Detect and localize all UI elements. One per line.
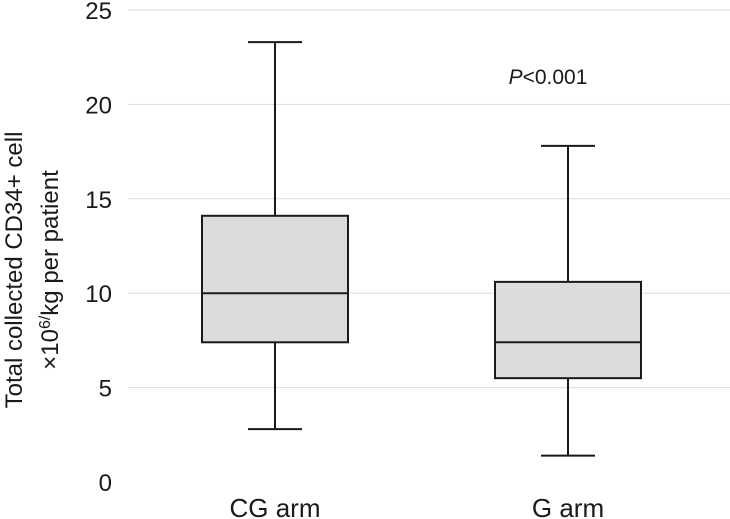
y-axis-title-prefix: ×10: [37, 329, 64, 370]
y-tick-label-20: 20: [85, 92, 112, 119]
p-value-letter: P: [509, 66, 523, 89]
boxes: [201, 41, 642, 457]
p-value-text: <0.001: [523, 66, 588, 89]
y-axis-title-line2: ×106/kg per patient: [37, 170, 65, 370]
y-axis-title-2: ×106/kg per patient: [37, 170, 65, 370]
y-tick-label-25: 25: [85, 0, 112, 25]
y-axis-ticks: 0 5 10 15 20 25: [85, 0, 112, 497]
y-axis-title: Total collected CD34+ cell: [1, 132, 28, 409]
p-value-annotation: P<0.001: [509, 66, 588, 89]
y-axis-title-exp: 6/: [37, 315, 54, 329]
y-axis-title-suffix: kg per patient: [37, 170, 64, 316]
y-tick-label-0: 0: [99, 470, 112, 497]
y-tick-label-5: 5: [99, 376, 112, 403]
x-axis-labels: CG arm G arm: [230, 493, 605, 519]
y-tick-label-15: 15: [85, 187, 112, 214]
x-tick-label-cg-arm: CG arm: [230, 493, 321, 519]
iqr-box: [494, 280, 642, 380]
box-cg-arm: [201, 41, 349, 431]
x-tick-label-g-arm: G arm: [532, 493, 604, 519]
y-axis-title-line1: Total collected CD34+ cell: [1, 132, 28, 409]
iqr-box: [201, 214, 349, 344]
box-g-arm: [494, 144, 642, 457]
y-tick-label-10: 10: [85, 281, 112, 308]
